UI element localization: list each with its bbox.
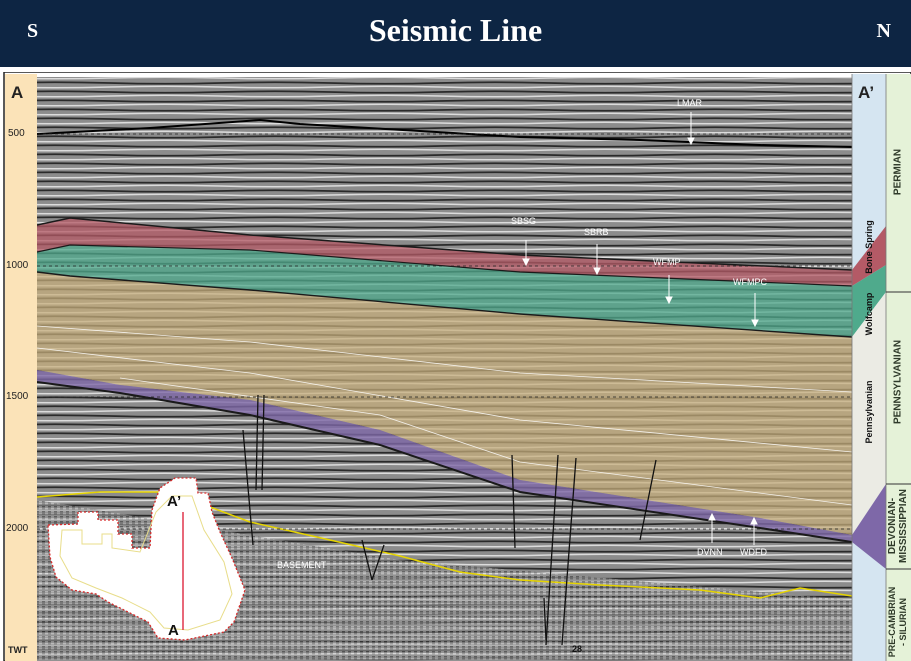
- pennsylvanian-column-block: [852, 292, 886, 535]
- title-bar: S Seismic Line N: [0, 0, 911, 67]
- devonian-column-block: [852, 484, 886, 569]
- corner-label-a-prime: A’: [858, 83, 875, 102]
- wdfd-label: WDFD: [740, 547, 767, 557]
- twt-tick-label: 1000: [6, 260, 29, 271]
- silurian-text: - SILURIAN: [898, 598, 908, 646]
- bone-spring-label: Bone Spring: [864, 220, 874, 274]
- lmar-label: LMAR: [677, 98, 703, 108]
- bone-spring-top: [37, 217, 852, 271]
- south-label: S: [27, 20, 39, 42]
- inset-label-bottom: A: [168, 622, 179, 639]
- key-reflectors: [37, 325, 852, 506]
- inset-outline: [47, 477, 246, 641]
- pennsylvanian-formation-label: Pennsylvanian: [864, 380, 874, 444]
- twt-scale-bar: [5, 74, 37, 661]
- dvnn-label: DVNN: [697, 547, 723, 557]
- north-label: N: [876, 20, 891, 42]
- twt-axis-label: TWT: [8, 645, 28, 655]
- pennsylvanian-top: [37, 271, 852, 338]
- bone-spring-column-block: [852, 226, 886, 286]
- pennsylvanian-interval: [37, 272, 852, 535]
- sbrb-label: SBRB: [584, 227, 609, 237]
- wolfcamp-interval: [37, 245, 852, 337]
- permian-label: PERMIAN: [892, 148, 904, 196]
- wolfcamp-top: [37, 244, 852, 287]
- bone-spring-interval: [37, 218, 852, 286]
- shot-point-label: 28: [572, 644, 583, 654]
- corner-label-a: A: [11, 83, 24, 102]
- inset-label-top: A’: [167, 493, 182, 510]
- lmar-horizon: [37, 118, 852, 148]
- inset-location-map: [47, 477, 246, 641]
- period-column: [886, 74, 911, 661]
- precambrian-silurian-label: PRE-CAMBRIAN - SILURIAN: [887, 587, 909, 658]
- twt-tick-label: 1500: [6, 391, 29, 402]
- seismic-svg: [3, 72, 911, 661]
- devonian-mississippian-label: DEVONIAN- MISSISSIPPIAN: [887, 489, 909, 563]
- wfmp-label: WFMP: [653, 257, 681, 267]
- inset-acreage: [59, 495, 233, 631]
- wolfcamp-column-block: [852, 265, 886, 337]
- pennsylvanian-period-label: PENNSYLVANIAN: [892, 339, 904, 425]
- devonian-text: DEVONIAN-: [887, 497, 898, 555]
- basement-noise: [37, 500, 852, 661]
- pick-arrows: [522, 112, 759, 545]
- twt-tick-label: 2000: [6, 523, 29, 534]
- page-title: Seismic Line: [368, 12, 543, 48]
- twt-tick-label: 500: [8, 128, 25, 139]
- wolfcamp-label: Wolfcamp: [864, 292, 874, 336]
- seismic-figure: A A’ 500 1000 1500 2000 TWT LMAR SBSG SB…: [0, 72, 911, 661]
- basement-label: BASEMENT: [277, 560, 327, 570]
- mississippian-text: MISSISSIPPIAN: [898, 489, 909, 563]
- faults: [242, 394, 657, 646]
- precambrian-text: PRE-CAMBRIAN: [887, 586, 897, 658]
- wfmpc-label: WFMPC: [733, 277, 767, 287]
- sbsg-label: SBSG: [511, 216, 537, 226]
- devonian-base: [37, 381, 852, 543]
